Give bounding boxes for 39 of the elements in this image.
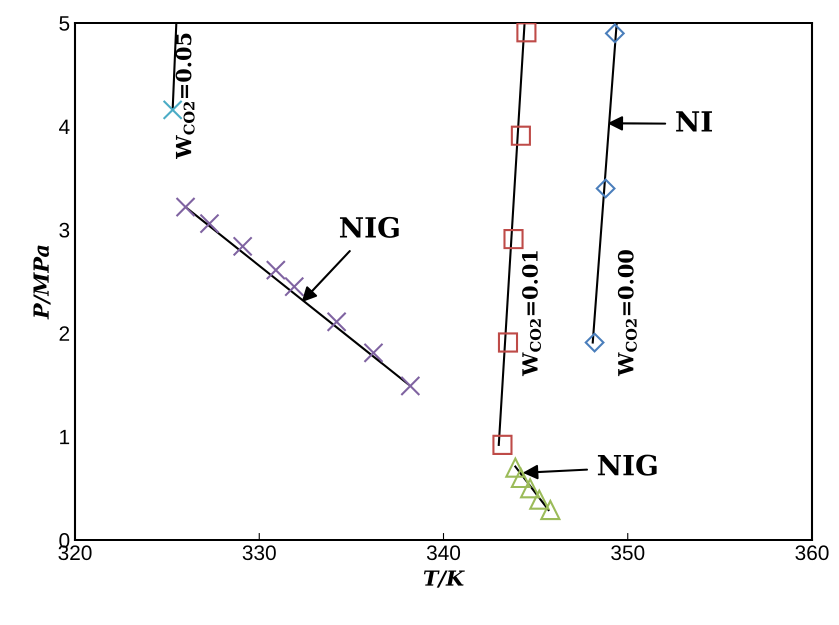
point <box>516 23 536 42</box>
point <box>604 23 625 44</box>
annotation: W$_{CO2}$=0.00 <box>618 250 637 376</box>
y-tick-label: 3 <box>59 222 70 238</box>
point <box>596 178 616 198</box>
point <box>510 468 531 488</box>
annotation: NI <box>676 111 712 132</box>
point <box>540 500 560 520</box>
y-tick-label: 1 <box>60 430 70 444</box>
x-tick-label: 340 <box>426 545 460 560</box>
annotation: NIG <box>598 454 657 476</box>
point <box>529 490 550 510</box>
point <box>503 229 524 250</box>
point <box>400 376 420 396</box>
x-axis-title: T/K <box>424 570 465 588</box>
point <box>510 126 531 146</box>
point <box>498 332 518 353</box>
point <box>520 478 540 498</box>
x-tick-label: 350 <box>611 545 644 560</box>
point <box>505 458 526 478</box>
point <box>162 100 183 120</box>
y-axis-title: P/MPa <box>33 246 51 320</box>
point <box>266 260 286 280</box>
annotation: NIG <box>340 216 399 238</box>
x-tick-label: 330 <box>242 545 276 560</box>
annotation: W$_{CO2}$=0.05 <box>176 34 195 159</box>
x-tick-label: 360 <box>795 545 829 560</box>
point <box>326 312 347 332</box>
point <box>584 332 604 352</box>
y-tick-label: 2 <box>60 326 70 341</box>
point <box>363 342 384 363</box>
point <box>492 434 513 455</box>
annotation: W$_{CO2}$=0.01 <box>522 251 541 376</box>
point <box>232 236 253 256</box>
point <box>175 196 196 218</box>
point <box>284 276 304 297</box>
y-tick-label: 5 <box>59 16 70 31</box>
y-tick-label: 4 <box>59 120 70 134</box>
point <box>199 214 220 234</box>
